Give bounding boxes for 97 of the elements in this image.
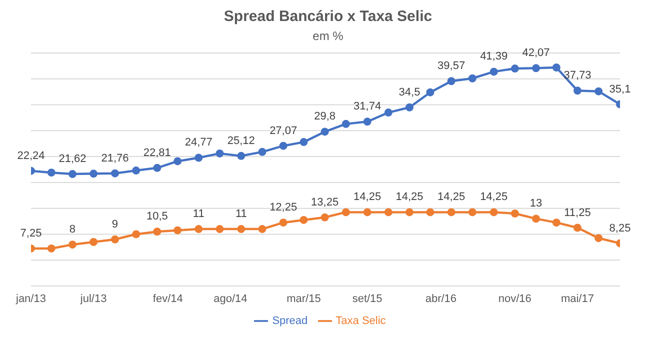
point	[405, 208, 414, 216]
data-label: 37,73	[564, 70, 592, 82]
point	[90, 238, 98, 246]
data-label: 7,25	[20, 227, 42, 240]
point	[237, 225, 246, 234]
point	[132, 230, 140, 238]
point	[279, 142, 288, 150]
point	[320, 128, 329, 136]
point	[68, 240, 76, 249]
point	[447, 208, 456, 216]
point	[342, 208, 350, 216]
point	[300, 216, 308, 224]
x-tick-label: abr/16	[425, 292, 457, 305]
point	[510, 210, 519, 218]
data-label: 8	[69, 224, 76, 236]
point	[258, 225, 266, 234]
x-tick-label: jul/13	[79, 292, 107, 305]
data-label: 31,74	[354, 100, 382, 113]
data-label: 29,8	[314, 110, 336, 123]
point	[384, 108, 392, 117]
point	[468, 208, 476, 216]
point	[194, 154, 203, 162]
point	[363, 118, 372, 126]
point	[552, 218, 560, 227]
data-label: 14,25	[480, 191, 508, 204]
data-label: 25,12	[227, 134, 255, 147]
point	[532, 214, 540, 223]
point	[342, 120, 350, 128]
data-label: 11	[235, 208, 247, 220]
point	[510, 64, 519, 73]
point	[47, 168, 56, 177]
point	[300, 138, 308, 146]
data-label: 34,5	[398, 86, 420, 98]
point	[384, 208, 392, 216]
point	[468, 74, 476, 82]
data-label: 21,62	[58, 153, 86, 166]
point	[490, 208, 498, 216]
data-label: 8,25	[609, 222, 631, 234]
data-label: 13	[530, 198, 542, 210]
chart-subtitle: em %	[312, 29, 344, 43]
point	[110, 235, 119, 244]
data-label: 11,25	[564, 206, 591, 219]
point	[174, 157, 182, 166]
point	[47, 244, 56, 252]
data-label: 35,1	[609, 83, 631, 96]
point	[90, 170, 98, 178]
x-tick-label: jan/13	[15, 292, 46, 305]
data-label: 9	[112, 218, 118, 230]
x-tick-label: ago/14	[214, 292, 248, 305]
legend-label: Taxa Selic	[336, 314, 386, 327]
data-label: 13,25	[311, 196, 339, 208]
point	[132, 166, 140, 175]
point	[258, 148, 266, 156]
point	[426, 208, 434, 216]
point	[279, 218, 288, 227]
data-label: 22,81	[143, 146, 171, 159]
point	[237, 152, 246, 160]
x-tick-label: mar/15	[286, 292, 321, 305]
data-label: 24,77	[184, 136, 212, 149]
legend-label: Spread	[272, 314, 308, 327]
point	[216, 149, 224, 158]
data-label: 21,76	[101, 152, 129, 164]
data-label: 39,57	[438, 60, 466, 72]
point	[594, 87, 603, 96]
data-label: 22,24	[17, 150, 45, 162]
data-label: 14,25	[438, 191, 466, 204]
data-label: 27,07	[270, 124, 298, 137]
chart-title: Spread Bancário x Taxa Selic	[222, 8, 434, 25]
x-tick-label: mai/17	[560, 292, 594, 305]
data-label: 14,25	[354, 191, 382, 204]
data-label: 11	[192, 208, 204, 220]
point	[194, 225, 203, 234]
x-tick-label: nov/16	[498, 292, 532, 305]
point	[573, 86, 582, 95]
data-label: 10,5	[146, 210, 168, 223]
point	[68, 170, 76, 178]
point	[216, 225, 224, 234]
point	[153, 164, 162, 172]
point	[153, 228, 162, 236]
data-label: 14,25	[396, 191, 424, 204]
data-label: 41,39	[480, 50, 508, 63]
point	[405, 103, 414, 112]
point	[426, 88, 434, 96]
x-tick-label: set/15	[352, 292, 382, 305]
point	[532, 64, 540, 72]
point	[447, 77, 456, 86]
point	[110, 169, 119, 178]
point	[552, 64, 560, 72]
point	[490, 68, 498, 76]
point	[363, 208, 372, 216]
point	[594, 234, 603, 242]
point	[174, 226, 182, 234]
data-label: 42,07	[522, 47, 550, 60]
point	[320, 213, 329, 222]
data-label: 12,25	[270, 202, 298, 214]
point	[573, 224, 582, 232]
x-tick-label: fev/14	[152, 292, 183, 305]
